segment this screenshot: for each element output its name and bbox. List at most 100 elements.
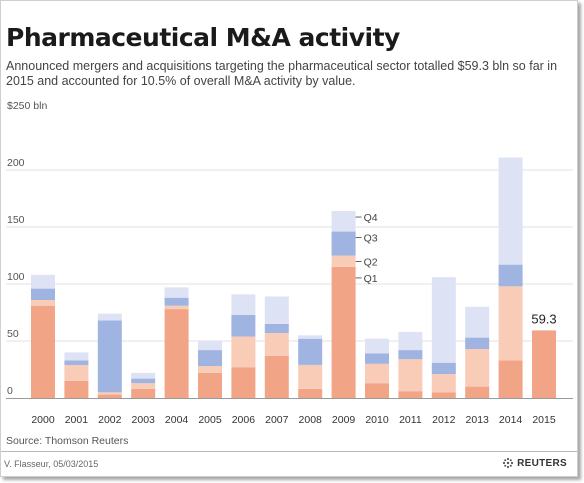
brand-name: REUTERS	[517, 457, 567, 469]
bar-segment-q1	[365, 383, 389, 398]
bar-segment-q4	[331, 211, 356, 232]
bar-segment-q3	[31, 288, 55, 300]
chart-subtitle: Announced mergers and acquisitions targe…	[6, 59, 558, 88]
reuters-dots-icon	[503, 457, 514, 469]
bar-segment-q4	[231, 294, 256, 315]
bar-segment-q1	[198, 372, 222, 398]
bar-segment-q1	[97, 394, 122, 398]
credit-note: V. Flasseur, 05/03/2015	[4, 459, 99, 469]
y-tick-label: 200	[7, 157, 25, 169]
chart-frame: Pharmaceutical M&A activity Announced me…	[0, 0, 578, 477]
footer-divider	[1, 451, 577, 452]
legend-label-q3: Q3	[364, 233, 378, 245]
bar-segment-q3	[398, 350, 423, 360]
bar-segment-q1	[298, 388, 323, 398]
bar-segment-q3	[264, 323, 289, 333]
bar-segment-q2	[498, 286, 523, 361]
bar-segment-q3	[231, 314, 256, 337]
bar-segment-q3	[198, 350, 222, 367]
data-label: 59.3	[531, 311, 556, 326]
x-tick-label: 2003	[132, 414, 156, 426]
bar-segment-q2	[298, 364, 323, 389]
bar-segment-q1	[31, 305, 55, 398]
bar-segment-q4	[498, 157, 523, 265]
bar-segment-q2	[264, 333, 289, 356]
bar-segment-q4	[31, 274, 55, 289]
labels: 0 50 100 150 200 $250 bln 2000 2001 2002 2003 2004…	[7, 100, 557, 426]
chart-title: Pharmaceutical M&A activity	[6, 23, 400, 52]
bar-segment-q3	[465, 337, 490, 349]
bar-segment-q2	[97, 392, 122, 395]
bar-segment-q2	[398, 359, 423, 392]
bar-segment-q4	[131, 372, 156, 379]
bar-segment-q4	[198, 341, 222, 351]
bar-segment-q1	[64, 380, 89, 398]
x-tick-label: 2005	[198, 414, 222, 426]
bar-segment-q2	[131, 383, 156, 389]
bar-segment-q1	[431, 392, 456, 398]
bar-segment-q2	[64, 364, 89, 381]
bar-segment-q2	[231, 336, 256, 368]
bar-segment-q4	[431, 277, 456, 363]
y-tick-label: 100	[7, 271, 25, 283]
bar-segment-q4	[298, 335, 323, 339]
bar-segment-q2	[431, 374, 456, 393]
x-tick-label: 2014	[499, 414, 523, 426]
legend-label-q1: Q1	[364, 273, 378, 285]
x-tick-label: 2002	[98, 414, 122, 426]
bar-segment-q2	[198, 366, 222, 373]
y-tick-label: 50	[7, 328, 19, 340]
stacked-bar-chart: 0 50 100 150 200 $250 bln 2000 2001 2002 2003 2004…	[6, 100, 573, 426]
x-tick-label: 2004	[165, 414, 189, 426]
x-tick-label: 2015	[532, 414, 556, 426]
x-tick-label: 2008	[299, 414, 323, 426]
bar-segment-q1	[465, 386, 490, 398]
bar-segment-q1	[164, 309, 189, 398]
bar-segment-q3	[431, 362, 456, 375]
bar-segment-q1	[131, 388, 156, 398]
bar-segment-q3	[365, 353, 389, 364]
y-tick-label: 0	[7, 385, 13, 397]
x-tick-label: 2001	[65, 414, 89, 426]
bar-segment-q4	[64, 352, 89, 361]
bar-segment-q2	[365, 363, 389, 384]
bar-segment-q3	[164, 297, 189, 306]
x-tick-label: 2012	[432, 414, 456, 426]
bar-segment-q3	[97, 320, 122, 393]
bar-segment-q4	[398, 331, 423, 351]
reuters-logo: REUTERS	[502, 457, 567, 469]
bar-segment-q2	[331, 255, 356, 267]
legend-label-q4: Q4	[364, 212, 378, 224]
bar-segment-q1	[331, 266, 356, 398]
bar-segment-q1	[498, 360, 523, 398]
x-tick-label: 2010	[365, 414, 389, 426]
bar-segment-q3	[298, 338, 323, 365]
bars	[31, 157, 556, 398]
bar-segment-q2	[31, 300, 55, 306]
bar-segment-q2	[164, 305, 189, 310]
bar-segment-q2	[465, 349, 490, 387]
y-tick-label: 150	[7, 214, 25, 226]
bar-segment-q4	[164, 287, 189, 298]
source-note: Source: Thomson Reuters	[6, 435, 129, 447]
bar-segment-q1	[398, 391, 423, 398]
bar-segment-q1	[532, 330, 556, 398]
x-tick-label: 2007	[265, 414, 289, 426]
bar-segment-q4	[97, 313, 122, 321]
x-tick-label: 2006	[232, 414, 256, 426]
bar-segment-q4	[264, 296, 289, 324]
x-tick-label: 2009	[332, 414, 356, 426]
bar-segment-q4	[465, 306, 490, 338]
bar-segment-q3	[331, 231, 356, 256]
bar-segment-q1	[231, 367, 256, 398]
bar-segment-q4	[365, 338, 389, 354]
x-tick-label: 2013	[466, 414, 490, 426]
x-tick-label: 2011	[399, 414, 422, 426]
bar-segment-q1	[264, 355, 289, 398]
bar-segment-q3	[498, 264, 523, 287]
bar-segment-q3	[64, 360, 89, 365]
y-unit-label: $250 bln	[7, 100, 47, 112]
x-tick-label: 2000	[31, 414, 55, 426]
legend-label-q2: Q2	[364, 257, 378, 269]
bar-segment-q3	[131, 378, 156, 384]
